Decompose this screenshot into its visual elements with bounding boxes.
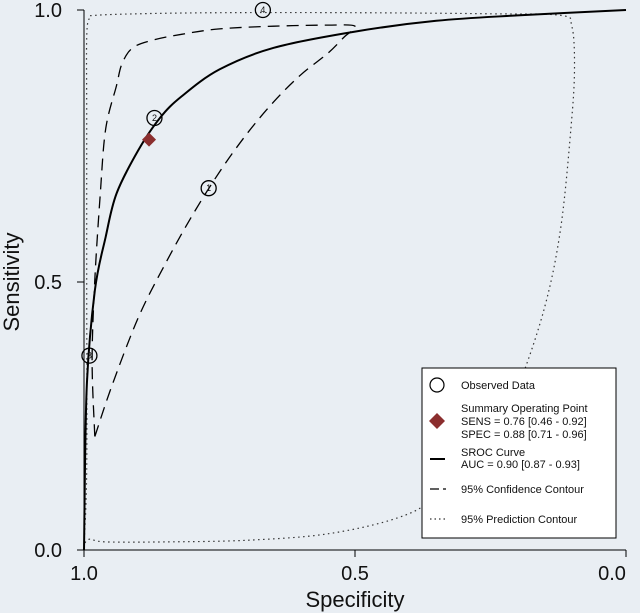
legend-sroc-title: SROC Curve [461,447,525,459]
summary-operating-point [142,132,157,147]
x-tick-label-1: 0.5 [341,563,369,585]
legend-summary-sens: SENS = 0.76 [0.46 - 0.92] [461,416,587,428]
observed-point-4 [254,1,272,19]
x-tick-label-0: 1.0 [70,563,98,585]
observed-point-label-4: 4 [260,5,265,15]
legend-summary-spec: SPEC = 0.88 [0.71 - 0.96] [461,429,587,441]
observed-point-2 [146,109,163,127]
x-axis-title: Specificity [305,587,404,612]
legend-box [421,367,617,539]
legend-observed-symbol [429,377,445,393]
y-tick-label-2: 1.0 [34,0,62,22]
y-axis-title: Sensitivity [0,232,24,331]
observed-point-label-1: 1 [206,183,211,193]
observed-point-1 [200,180,217,197]
legend-confidence-label: 95% Confidence Contour [461,484,584,496]
observed-points: 1 2 3 4 [81,1,272,364]
legend-summary-title: Summary Operating Point [461,403,588,415]
y-tick-label-1: 0.5 [34,272,62,294]
y-tick-label-0: 0.0 [34,540,62,562]
observed-point-label-2: 2 [152,113,157,123]
legend: Observed Data Summary Operating Point SE… [421,367,617,539]
observed-point-3 [81,347,98,364]
legend-summary-symbol [429,413,445,429]
observed-point-label-3: 3 [87,351,92,361]
legend-sroc-auc: AUC = 0.90 [0.87 - 0.93] [461,459,580,471]
legend-prediction-label: 95% Prediction Contour [461,514,578,526]
sroc-curve [83,9,627,551]
x-tick-label-2: 0.0 [598,563,626,585]
legend-observed-label: Observed Data [461,380,536,392]
prediction-contour [83,11,576,546]
